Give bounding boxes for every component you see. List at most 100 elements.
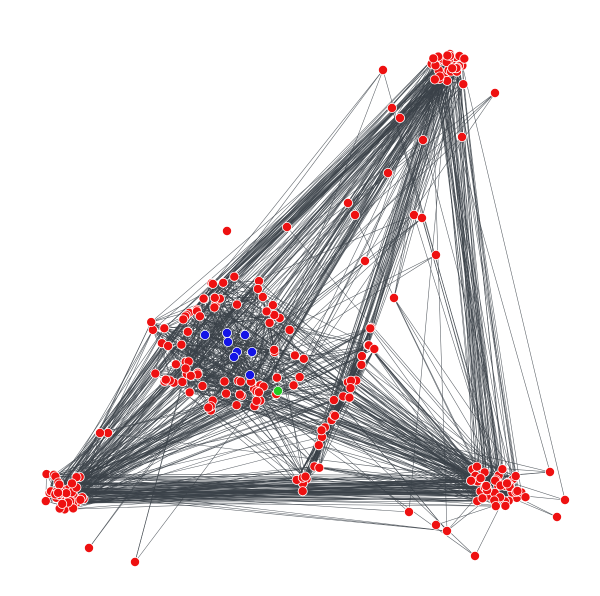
- graph-edge: [279, 317, 510, 488]
- graph-node: [560, 494, 571, 505]
- graph-node: [67, 478, 78, 489]
- graph-edge: [64, 494, 492, 510]
- graph-edge: [302, 477, 507, 503]
- graph-edge: [214, 214, 415, 299]
- graph-node: [264, 317, 275, 328]
- graph-edge: [343, 396, 520, 497]
- graph-node: [203, 402, 214, 413]
- graph-edge: [462, 65, 566, 501]
- graph-node: [477, 493, 488, 504]
- graph-edge: [76, 487, 448, 532]
- graph-edge: [183, 139, 424, 320]
- graph-node: [465, 475, 476, 486]
- graph-node: [178, 314, 189, 325]
- graph-node: [459, 53, 470, 64]
- graph-edge: [63, 490, 448, 532]
- graph-node: [231, 400, 242, 411]
- graph-node: [40, 496, 51, 507]
- graph-edge: [58, 492, 448, 532]
- graph-edge: [321, 58, 465, 438]
- graph-edge: [66, 329, 154, 494]
- graph-edge: [134, 298, 205, 563]
- graph-edge: [71, 327, 372, 504]
- graph-edge: [88, 60, 444, 549]
- graph-edge: [58, 380, 352, 483]
- graph-node: [442, 50, 453, 61]
- graph-edge: [238, 380, 297, 481]
- graph-node-highlight-green: [272, 385, 283, 396]
- graph-node: [313, 440, 324, 451]
- graph-node: [469, 551, 480, 562]
- graph-node: [356, 351, 367, 362]
- graph-node: [329, 410, 340, 421]
- graph-edge: [204, 283, 212, 336]
- graph-node: [252, 283, 263, 294]
- graph-edge: [319, 467, 478, 502]
- graph-edge: [318, 444, 495, 494]
- graph-node: [314, 462, 325, 473]
- graph-node-highlight-blue: [246, 346, 257, 357]
- graph-edge: [53, 375, 191, 476]
- graph-edge: [448, 59, 518, 492]
- graph-edge: [350, 380, 481, 479]
- graph-edge: [399, 79, 436, 119]
- graph-node: [209, 292, 220, 303]
- graph-edge: [421, 217, 499, 486]
- graph-node: [219, 376, 230, 387]
- graph-edge: [50, 491, 495, 494]
- graph-nodes: [40, 48, 571, 568]
- graph-node: [471, 461, 482, 472]
- graph-edge: [68, 436, 323, 497]
- graph-edge: [71, 477, 303, 504]
- graph-node: [512, 485, 523, 496]
- graph-edge: [368, 345, 486, 488]
- graph-node: [288, 380, 299, 391]
- graph-edge: [476, 466, 551, 473]
- graph-node: [281, 221, 292, 232]
- graph-edge: [169, 345, 369, 381]
- graph-edge: [387, 71, 452, 174]
- graph-edge: [70, 260, 366, 502]
- graph-node: [261, 306, 272, 317]
- graph-node: [545, 466, 556, 477]
- graph-edge: [73, 345, 369, 509]
- graph-edge: [367, 62, 447, 346]
- graph-edge: [350, 380, 517, 499]
- graph-edge: [60, 477, 303, 489]
- graph-edge: [302, 70, 439, 492]
- graph-node: [198, 293, 209, 304]
- graph-edge: [387, 70, 449, 174]
- graph-edge: [73, 368, 186, 495]
- graph-node: [197, 380, 208, 391]
- graph-node: [417, 134, 428, 145]
- graph-edge: [196, 311, 275, 351]
- graph-edge: [64, 328, 371, 510]
- graph-edge: [302, 490, 489, 496]
- graph-edge: [393, 71, 458, 299]
- graph-edge: [58, 316, 201, 496]
- graph-edge: [463, 84, 506, 486]
- graph-edge: [456, 68, 522, 493]
- graph-node: [235, 376, 246, 387]
- graph-node: [403, 506, 414, 517]
- graph-node: [160, 374, 171, 385]
- graph-node: [194, 311, 205, 322]
- graph-edge: [435, 65, 551, 473]
- graph-edge: [356, 380, 496, 481]
- graph-node: [289, 350, 300, 361]
- graph-edge: [99, 395, 242, 434]
- graph-node: [316, 425, 327, 436]
- graph-node: [221, 225, 232, 236]
- graph-node: [430, 520, 441, 531]
- graph-edge: [214, 307, 253, 353]
- graph-node: [294, 372, 305, 383]
- graph-edge: [215, 92, 496, 305]
- graph-edge: [236, 117, 401, 305]
- graph-edge: [71, 419, 332, 504]
- graph-edge: [393, 78, 444, 299]
- graph-edge: [71, 467, 320, 493]
- graph-node: [177, 376, 188, 387]
- graph-edge: [364, 58, 434, 262]
- graph-edge: [76, 500, 478, 503]
- graph-edge: [347, 56, 439, 204]
